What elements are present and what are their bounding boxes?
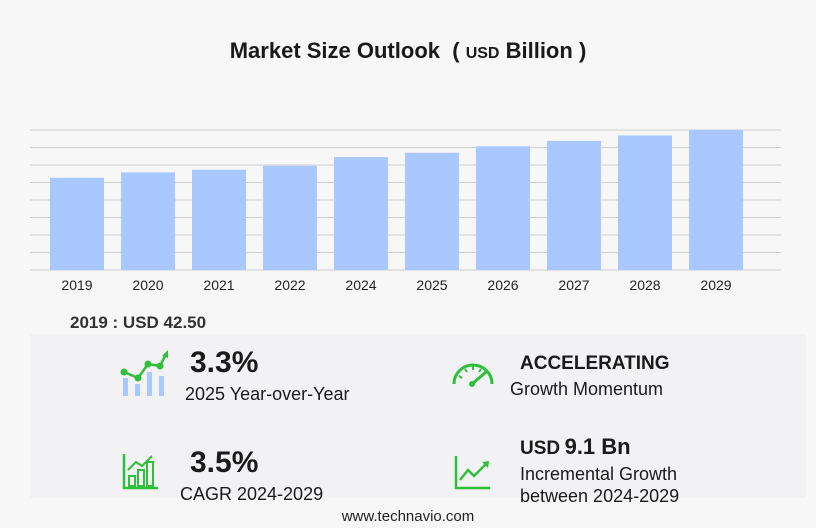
stats-panel: 3.3% 2025 Year-over-Year ACCELERATING Gr… bbox=[30, 334, 806, 506]
footer-url: www.technavio.com bbox=[341, 508, 475, 525]
title-unit-word: Billion bbox=[505, 38, 573, 63]
incremental-label-2: between 2024-2029 bbox=[520, 486, 680, 506]
bar-2021 bbox=[192, 169, 246, 270]
incremental-value-row: USD 9.1 Bn bbox=[520, 434, 631, 460]
base-year-label: 2019 : USD 42.50 bbox=[70, 313, 207, 332]
chart-bars bbox=[50, 130, 743, 270]
x-tick-label: 2019 bbox=[61, 277, 92, 293]
bar-2029 bbox=[689, 130, 743, 270]
title-open: ( bbox=[452, 38, 460, 63]
momentum-value: ACCELERATING bbox=[520, 353, 670, 374]
bar-2025 bbox=[405, 152, 459, 270]
x-tick-label: 2028 bbox=[629, 277, 660, 293]
x-tick-label: 2027 bbox=[558, 277, 589, 293]
line-growth-icon bbox=[454, 456, 490, 490]
incremental-unit: USD bbox=[520, 438, 561, 459]
x-tick-label: 2022 bbox=[274, 277, 305, 293]
x-tick-label: 2026 bbox=[487, 277, 518, 293]
bar-2020 bbox=[121, 172, 175, 270]
chart-x-ticks: 2019 2020 2021 2022 2024 2025 2026 2027 2028 2029 bbox=[61, 277, 731, 293]
bar-2028 bbox=[618, 135, 672, 270]
title-unit: USD bbox=[465, 45, 500, 62]
bar-chart: 2019 2020 2021 2022 2024 2025 2026 2027 2028 2029 bbox=[30, 129, 781, 293]
speedometer-icon bbox=[452, 363, 494, 387]
growth-chart-icon bbox=[120, 350, 168, 396]
x-tick-label: 2024 bbox=[345, 277, 376, 293]
bar-2026 bbox=[476, 146, 530, 270]
x-tick-label: 2029 bbox=[700, 277, 731, 293]
bar-growth-icon bbox=[122, 454, 158, 490]
yoy-label: 2025 Year-over-Year bbox=[185, 384, 350, 404]
bar-2024 bbox=[334, 157, 388, 270]
incremental-value: 9.1 Bn bbox=[564, 434, 631, 459]
title-close: ) bbox=[578, 38, 587, 63]
chart-title: Market Size Outlook ( USD Billion ) bbox=[0, 38, 816, 64]
incremental-label-1: Incremental Growth bbox=[520, 464, 678, 484]
momentum-label: Growth Momentum bbox=[510, 379, 664, 399]
bar-2019 bbox=[50, 177, 104, 270]
title-main: Market Size Outlook bbox=[229, 38, 440, 63]
x-tick-label: 2025 bbox=[416, 277, 447, 293]
x-tick-label: 2021 bbox=[203, 277, 234, 293]
x-tick-label: 2020 bbox=[132, 277, 163, 293]
bar-2027 bbox=[547, 140, 601, 270]
cagr-value: 3.5% bbox=[190, 446, 259, 479]
cagr-label: CAGR 2024-2029 bbox=[180, 484, 324, 504]
bar-2022 bbox=[263, 165, 317, 270]
yoy-value: 3.3% bbox=[190, 346, 259, 379]
